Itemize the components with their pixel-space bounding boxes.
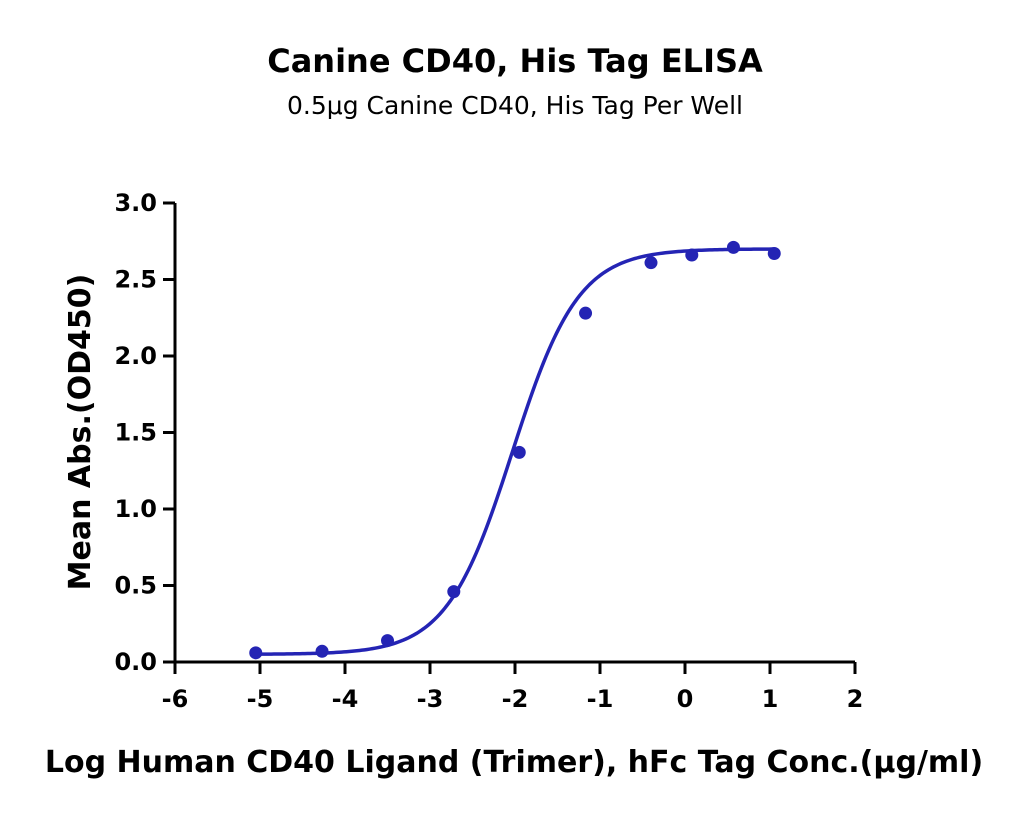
x-tick-label: -5 (247, 685, 274, 713)
data-point (447, 585, 461, 599)
y-axis-label: Mean Abs.(OD450) (63, 274, 98, 591)
y-tick-label: 2.0 (114, 342, 157, 370)
data-point (685, 248, 699, 262)
data-point (315, 644, 329, 658)
data-point (512, 445, 526, 459)
x-axis-label: Log Human CD40 Ligand (Trimer), hFc Tag … (45, 745, 983, 780)
y-tick-label: 1.0 (114, 495, 157, 523)
x-tick-label: -3 (417, 685, 444, 713)
data-points (249, 240, 781, 660)
data-point (644, 256, 658, 270)
x-axis-ticks: -6 -5 -4 -3 -2 -1 0 1 2 (162, 662, 864, 713)
x-tick-label: 0 (677, 685, 694, 713)
y-tick-label: 1.5 (114, 419, 157, 447)
data-point (381, 634, 394, 648)
x-tick-label: -4 (332, 685, 359, 713)
y-tick-label: 0.5 (114, 572, 157, 600)
chart-title: Canine CD40, His Tag ELISA (267, 42, 763, 80)
data-point (249, 646, 263, 660)
y-tick-label: 0.0 (114, 648, 157, 676)
y-axis-ticks: 0.0 0.5 1.0 1.5 2.0 2.5 3.0 (114, 189, 175, 676)
data-point (726, 240, 740, 254)
x-tick-label: 1 (762, 685, 779, 713)
x-tick-label: -2 (502, 685, 529, 713)
data-point (767, 246, 781, 260)
chart-subtitle: 0.5μg Canine CD40, His Tag Per Well (287, 91, 743, 120)
data-point (579, 306, 593, 320)
x-tick-label: -6 (162, 685, 189, 713)
y-tick-label: 3.0 (114, 189, 157, 217)
y-tick-label: 2.5 (114, 266, 157, 294)
x-tick-label: -1 (587, 685, 614, 713)
x-tick-label: 2 (847, 685, 864, 713)
